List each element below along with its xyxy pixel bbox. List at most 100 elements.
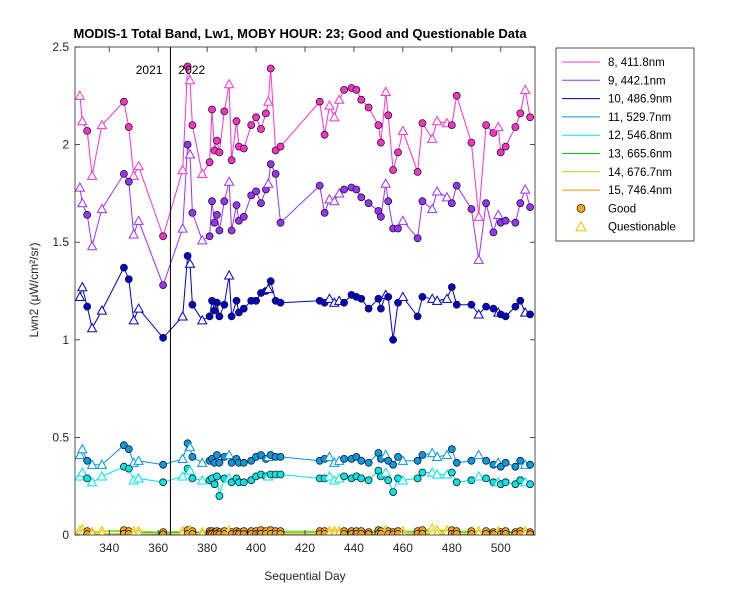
data-point bbox=[227, 312, 236, 321]
data-point bbox=[232, 117, 241, 126]
data-point bbox=[320, 130, 329, 139]
data-point bbox=[526, 203, 534, 212]
data-point bbox=[511, 123, 520, 131]
data-point bbox=[324, 451, 335, 462]
data-point bbox=[212, 136, 221, 145]
data-point bbox=[223, 78, 235, 89]
chart-title: MODIS-1 Total Band, Lw1, MOBY HOUR: 23; … bbox=[73, 26, 527, 41]
legend-marker-questionable bbox=[575, 220, 587, 232]
data-point bbox=[210, 306, 219, 315]
data-point bbox=[133, 303, 144, 313]
data-point bbox=[428, 527, 437, 535]
data-point bbox=[380, 178, 392, 188]
y-tick-label: 1.5 bbox=[52, 235, 69, 249]
data-point bbox=[376, 138, 385, 147]
data-point bbox=[262, 283, 274, 294]
y-tick-label: 2 bbox=[62, 138, 69, 152]
data-point bbox=[210, 218, 219, 227]
legend-label-4: 11, 529.7nm bbox=[608, 112, 671, 124]
data-point bbox=[329, 195, 340, 206]
data-point bbox=[75, 291, 86, 301]
data-point bbox=[184, 258, 196, 268]
data-point bbox=[96, 304, 108, 315]
x-tick-label: 420 bbox=[295, 541, 315, 555]
data-point bbox=[196, 474, 208, 485]
x-tick-label: 460 bbox=[393, 541, 413, 555]
data-point bbox=[76, 443, 88, 454]
data-point bbox=[212, 210, 221, 219]
data-point bbox=[418, 119, 427, 127]
x-tick-label: 360 bbox=[148, 541, 168, 555]
data-point bbox=[473, 449, 485, 460]
data-point bbox=[352, 86, 361, 94]
data-point bbox=[452, 478, 461, 487]
data-point bbox=[196, 168, 208, 178]
data-point bbox=[340, 298, 349, 307]
data-point bbox=[239, 478, 248, 487]
data-point bbox=[128, 314, 140, 325]
data-point bbox=[526, 113, 534, 122]
data-point bbox=[183, 251, 192, 260]
data-point bbox=[177, 223, 189, 233]
data-point bbox=[276, 218, 285, 227]
data-point bbox=[452, 530, 461, 535]
data-point bbox=[511, 462, 520, 471]
data-point bbox=[220, 300, 229, 309]
data-point bbox=[526, 460, 534, 469]
data-point bbox=[215, 312, 224, 321]
data-point bbox=[276, 530, 285, 535]
data-point bbox=[239, 144, 248, 153]
y-tick-label: 0 bbox=[62, 528, 69, 542]
data-point bbox=[389, 335, 398, 344]
data-point bbox=[333, 94, 345, 104]
data-point bbox=[188, 452, 197, 461]
data-point bbox=[320, 208, 329, 217]
y-tick-label: 1 bbox=[62, 333, 69, 347]
data-point bbox=[232, 201, 241, 210]
data-point bbox=[215, 492, 224, 500]
data-point bbox=[441, 293, 453, 303]
data-point bbox=[76, 467, 88, 477]
data-point bbox=[220, 107, 229, 116]
data-point bbox=[357, 456, 366, 465]
data-point bbox=[475, 528, 483, 535]
data-point bbox=[223, 449, 235, 460]
data-point bbox=[452, 181, 461, 190]
data-point bbox=[482, 474, 491, 483]
data-point bbox=[96, 459, 108, 469]
data-point bbox=[223, 176, 235, 186]
data-point bbox=[135, 528, 143, 535]
data-point bbox=[276, 470, 285, 479]
data-point bbox=[188, 474, 197, 483]
data-point bbox=[501, 216, 510, 225]
x-tick-label: 340 bbox=[99, 541, 119, 555]
data-point bbox=[394, 224, 402, 233]
data-point bbox=[83, 474, 92, 483]
data-point bbox=[431, 115, 443, 126]
data-point bbox=[177, 470, 189, 481]
legend-label-7: 14, 676.7nm bbox=[608, 167, 672, 179]
data-point bbox=[357, 193, 366, 202]
data-point bbox=[413, 312, 422, 321]
data-point bbox=[266, 160, 275, 169]
data-point bbox=[511, 302, 520, 311]
data-point bbox=[433, 528, 441, 535]
legend-label-8: 15, 746.4nm bbox=[608, 185, 672, 197]
data-point bbox=[329, 111, 340, 122]
data-point bbox=[177, 310, 189, 321]
data-point bbox=[98, 528, 106, 535]
data-point bbox=[467, 138, 476, 147]
data-point bbox=[205, 312, 214, 321]
data-point bbox=[159, 460, 168, 469]
data-point bbox=[86, 459, 98, 469]
legend-label-5: 12, 546.8nm bbox=[608, 130, 672, 142]
data-point bbox=[83, 302, 92, 311]
data-point bbox=[257, 199, 265, 208]
legend-label-questionable: Questionable bbox=[608, 222, 676, 234]
data-point bbox=[501, 312, 510, 321]
data-point bbox=[340, 454, 349, 463]
data-point bbox=[252, 296, 261, 305]
data-point bbox=[271, 169, 280, 178]
data-point bbox=[357, 95, 366, 104]
data-point bbox=[431, 295, 443, 305]
